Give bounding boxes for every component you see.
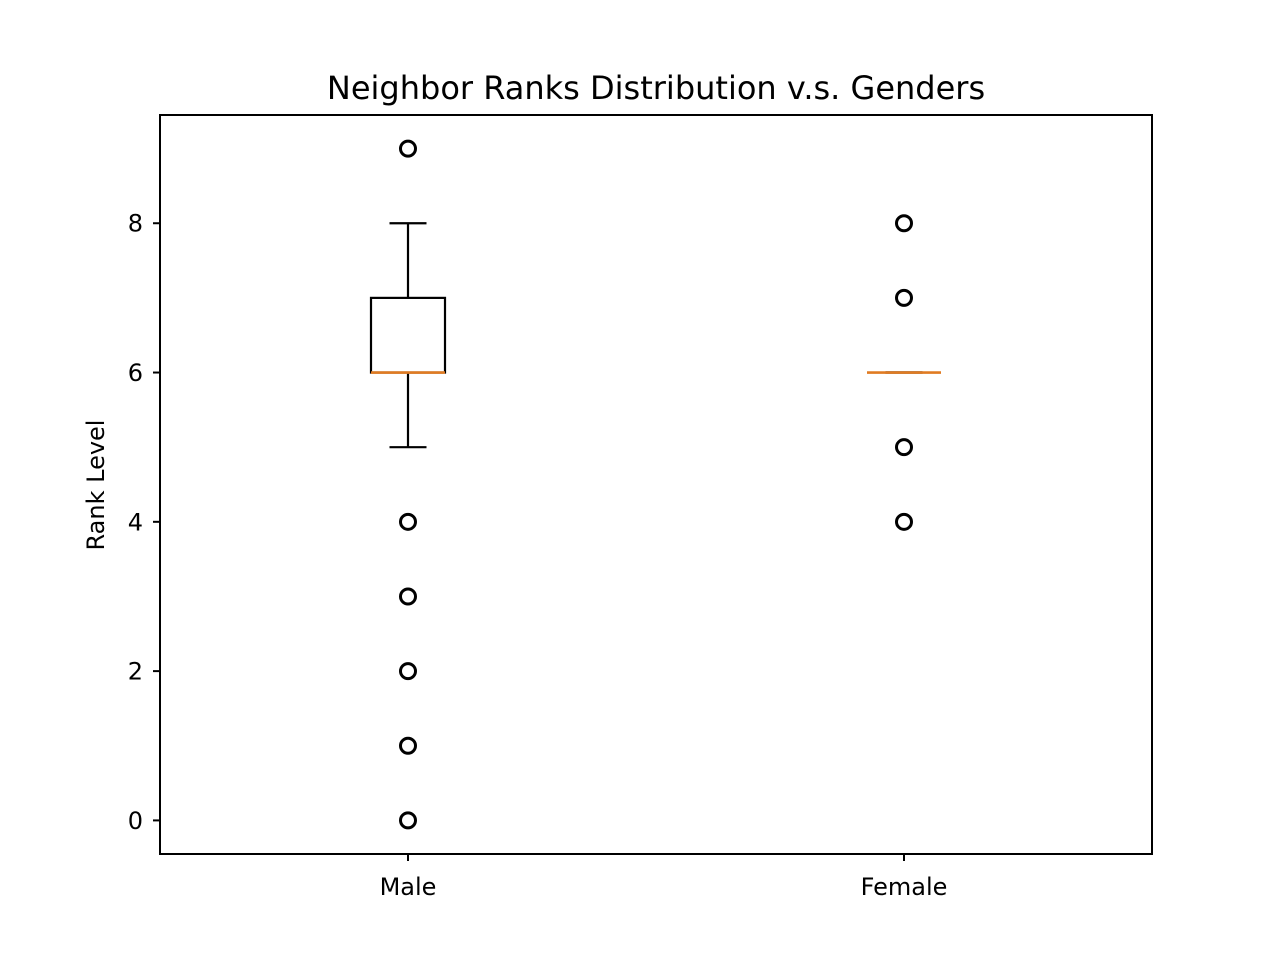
chart-title: Neighbor Ranks Distribution v.s. Genders (327, 69, 985, 107)
y-tick-label: 6 (128, 359, 143, 387)
outlier-point (399, 811, 417, 830)
outlier-point (399, 662, 417, 681)
outlier-point (895, 438, 913, 457)
outlier-point (895, 214, 913, 233)
x-tick-label: Male (380, 873, 437, 901)
outlier-point (399, 139, 417, 158)
y-tick-label: 8 (128, 210, 143, 238)
y-axis-label: Rank Level (82, 420, 110, 551)
y-tick-label: 4 (128, 508, 143, 536)
outlier-point (895, 512, 913, 531)
outlier-point (895, 288, 913, 307)
plot-area: 0 2 4 6 8 Male Female (128, 114, 1153, 901)
x-tick-label: Female (861, 873, 948, 901)
y-tick-label: 0 (128, 807, 143, 835)
axes-frame (159, 114, 1153, 855)
outlier-point (399, 587, 417, 606)
outlier-point (399, 512, 417, 531)
y-tick-label: 2 (128, 658, 143, 686)
box (369, 296, 447, 374)
outlier-point (399, 736, 417, 755)
